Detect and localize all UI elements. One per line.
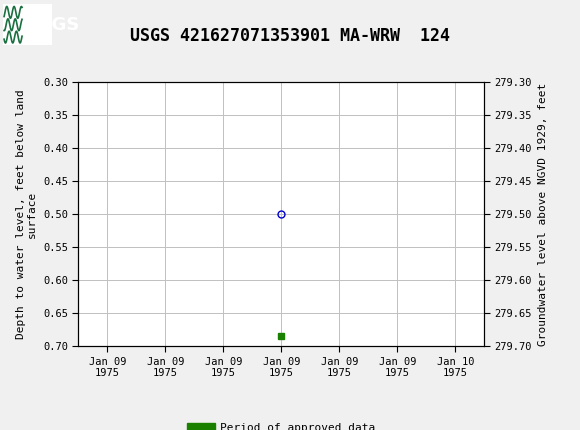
Y-axis label: Depth to water level, feet below land
surface: Depth to water level, feet below land su… xyxy=(16,89,37,339)
Text: USGS: USGS xyxy=(24,16,79,34)
Bar xyxy=(3,4,52,46)
Legend: Period of approved data: Period of approved data xyxy=(183,418,380,430)
Y-axis label: Groundwater level above NGVD 1929, feet: Groundwater level above NGVD 1929, feet xyxy=(538,82,548,346)
Text: USGS 421627071353901 MA-WRW  124: USGS 421627071353901 MA-WRW 124 xyxy=(130,27,450,45)
